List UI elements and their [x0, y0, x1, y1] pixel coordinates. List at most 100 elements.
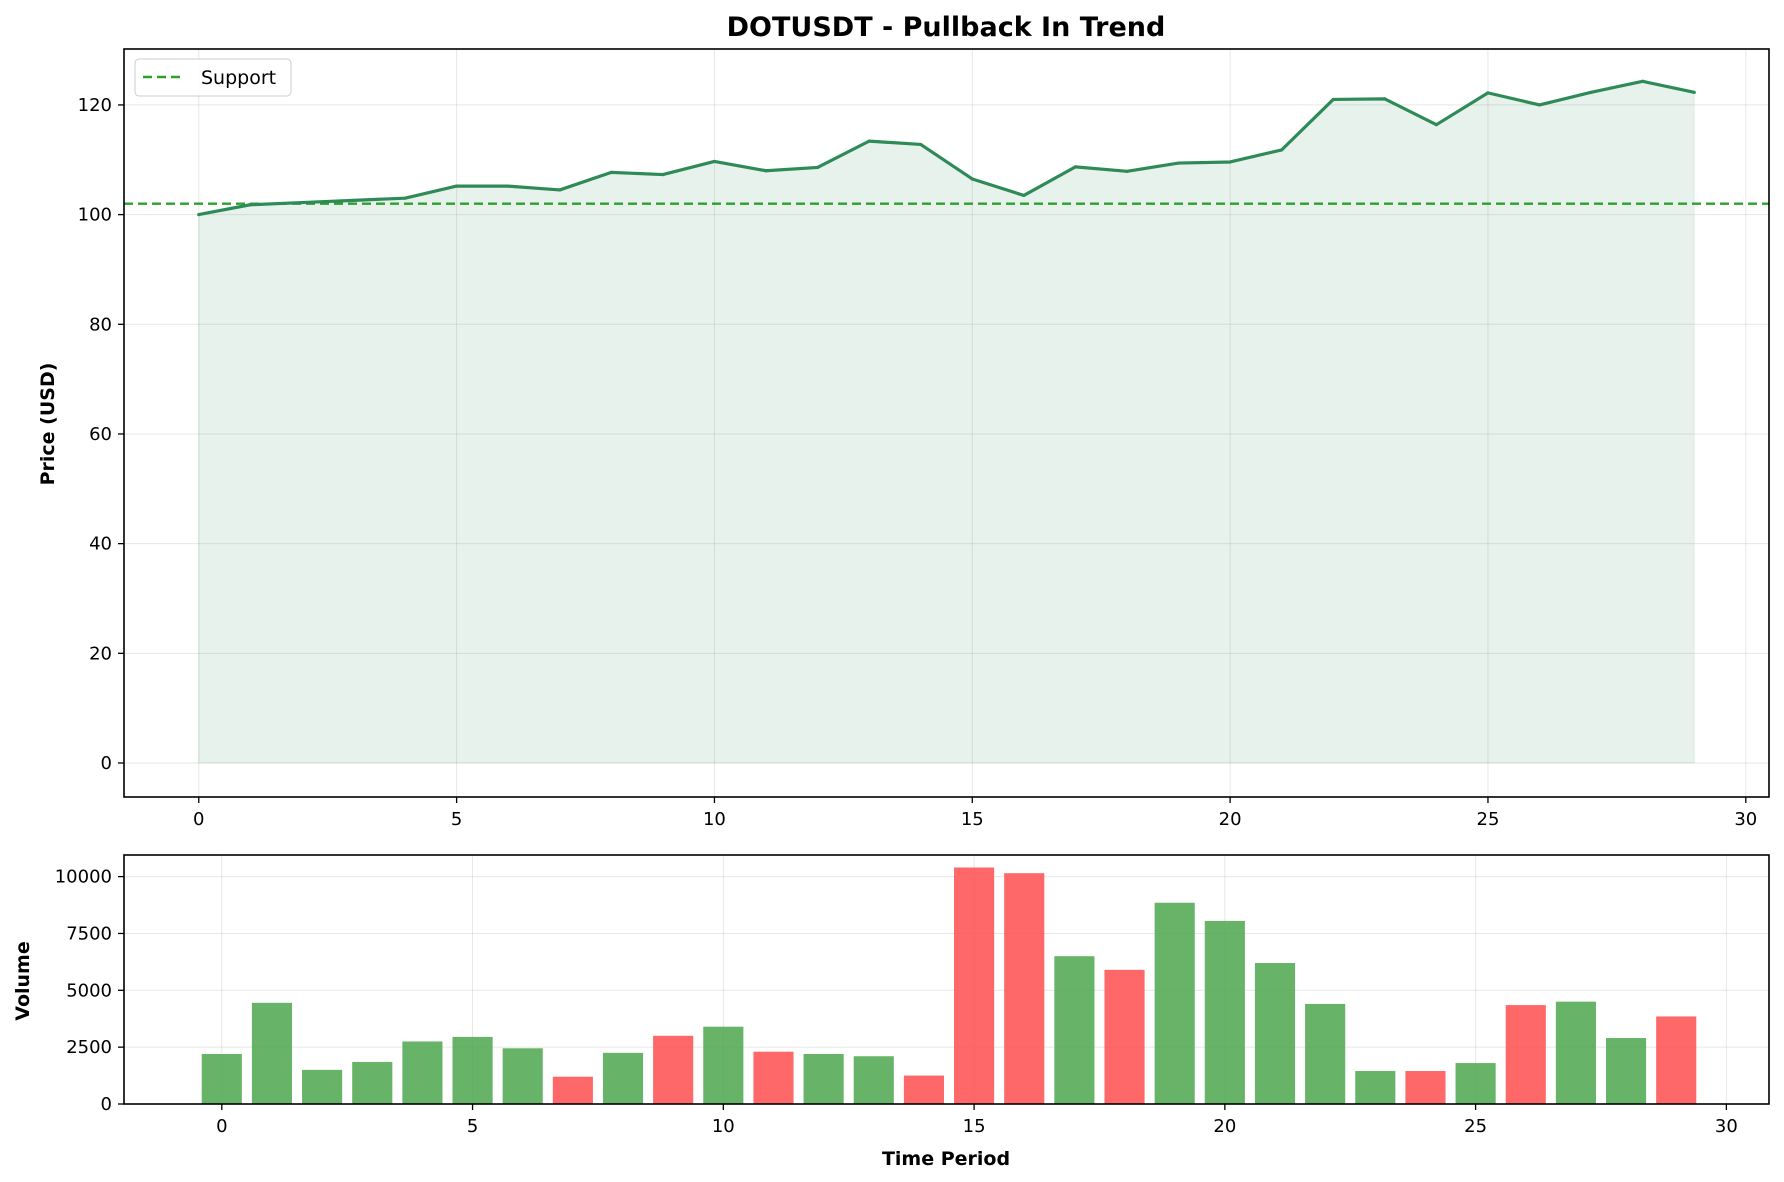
price-point: [1176, 161, 1181, 165]
chart-title: DOTUSDT - Pullback In Trend: [727, 12, 1166, 43]
volume-y-axis-label: Volume: [12, 941, 34, 1020]
price-point: [609, 170, 613, 174]
price-area-fill: [198, 80, 1695, 764]
volume-bar: [1405, 1071, 1446, 1104]
volume-bar: [803, 1053, 844, 1104]
volume-panel: 0 5 10 15 20 25 30 0 2500 5000 7500 10000: [55, 854, 1770, 1137]
volume-bar: [1204, 920, 1245, 1104]
volume-bar: [1555, 1001, 1596, 1104]
volume-bar: [1104, 969, 1145, 1104]
legend: Support: [134, 58, 292, 97]
price-point: [1486, 91, 1490, 95]
volume-bar: [1606, 1038, 1647, 1104]
price-point: [712, 159, 717, 164]
price-point: [970, 177, 974, 181]
price-x-tick-label: 0: [193, 809, 204, 830]
volume-bar: [753, 1051, 794, 1104]
price-point: [1331, 97, 1335, 102]
volume-bar: [402, 1041, 443, 1104]
price-point: [1073, 165, 1078, 169]
price-y-tick-label: 80: [89, 314, 112, 335]
volume-bar: [1656, 1016, 1697, 1104]
price-point: [1383, 97, 1387, 101]
price-y-tick-label: 0: [101, 753, 112, 774]
price-y-tick-label: 20: [89, 643, 112, 664]
volume-bar: [703, 1026, 744, 1104]
price-x-tick-label: 20: [1219, 809, 1242, 830]
volume-bar: [653, 1035, 694, 1104]
volume-bar: [1355, 1071, 1396, 1104]
price-point: [1589, 90, 1593, 94]
price-axes-frame: [123, 48, 1770, 798]
price-point: [248, 203, 252, 207]
price-point: [506, 184, 510, 188]
volume-bar: [1505, 1005, 1546, 1104]
volume-x-tick-label: 10: [712, 1116, 735, 1137]
price-point: [197, 213, 201, 217]
price-y-tick-label: 120: [78, 95, 112, 116]
price-point: [1434, 123, 1438, 127]
price-point: [815, 165, 820, 170]
volume-bar: [1004, 873, 1045, 1104]
volume-bar: [251, 1002, 293, 1104]
price-panel: 0 5 10 15 20 25 30 0 20 40 60 80 100 120 Support: [78, 48, 1770, 830]
price-point: [1537, 103, 1542, 107]
volume-bar: [1305, 1003, 1346, 1104]
volume-x-tick-label: 30: [1715, 1116, 1738, 1137]
volume-bar: [602, 1052, 644, 1104]
price-y-tick-label: 60: [89, 424, 112, 445]
price-point: [1692, 90, 1696, 94]
price-point: [867, 139, 871, 143]
price-point: [351, 198, 356, 202]
price-point: [1022, 193, 1026, 198]
volume-bar: [552, 1076, 593, 1104]
volume-x-tick-label: 25: [1464, 1116, 1487, 1137]
volume-bar: [1254, 963, 1296, 1104]
price-point: [764, 169, 768, 173]
volume-bar: [352, 1061, 393, 1104]
volume-bar: [1054, 956, 1095, 1104]
volume-bar: [954, 867, 995, 1104]
volume-bar: [302, 1069, 343, 1104]
volume-bar: [1455, 1063, 1496, 1104]
volume-bar: [903, 1075, 944, 1104]
price-x-tick-label: 5: [451, 809, 462, 830]
volume-x-axis-label: Time Period: [882, 1148, 1010, 1170]
volume-y-tick-label: 5000: [66, 980, 112, 1001]
volume-y-tick-label: 0: [101, 1094, 112, 1115]
volume-bar: [853, 1056, 894, 1104]
price-point: [1125, 169, 1129, 173]
legend-box: [134, 58, 292, 97]
volume-y-tick-label: 10000: [55, 867, 112, 888]
price-point: [1641, 79, 1645, 83]
price-y-axis-label: Price (USD): [37, 363, 59, 486]
price-y-tick-label: 100: [78, 205, 112, 226]
volume-x-tick-label: 0: [216, 1116, 227, 1137]
price-point: [300, 200, 304, 205]
volume-axes-frame: [123, 854, 1770, 1105]
volume-bar: [1154, 902, 1195, 1104]
volume-x-tick-label: 20: [1213, 1116, 1236, 1137]
price-point: [661, 172, 665, 177]
price-point: [1228, 160, 1232, 164]
price-x-tick-label: 30: [1734, 809, 1757, 830]
legend-support-label: Support: [201, 67, 276, 89]
volume-x-tick-label: 5: [467, 1116, 478, 1137]
volume-y-tick-label: 7500: [66, 923, 112, 944]
price-x-tick-label: 10: [703, 809, 726, 830]
volume-bar: [201, 1053, 242, 1104]
volume-x-tick-label: 15: [963, 1116, 986, 1137]
volume-bar: [502, 1048, 543, 1104]
price-point: [455, 184, 459, 188]
price-x-tick-label: 25: [1477, 809, 1500, 830]
volume-y-tick-label: 2500: [66, 1037, 112, 1058]
price-x-tick-label: 15: [961, 809, 984, 830]
price-y-tick-label: 40: [89, 534, 112, 555]
price-line: [198, 79, 1695, 217]
price-point: [558, 188, 562, 192]
volume-bar: [452, 1036, 493, 1104]
price-point: [403, 196, 407, 200]
price-point: [919, 142, 923, 147]
price-point: [1280, 148, 1284, 152]
